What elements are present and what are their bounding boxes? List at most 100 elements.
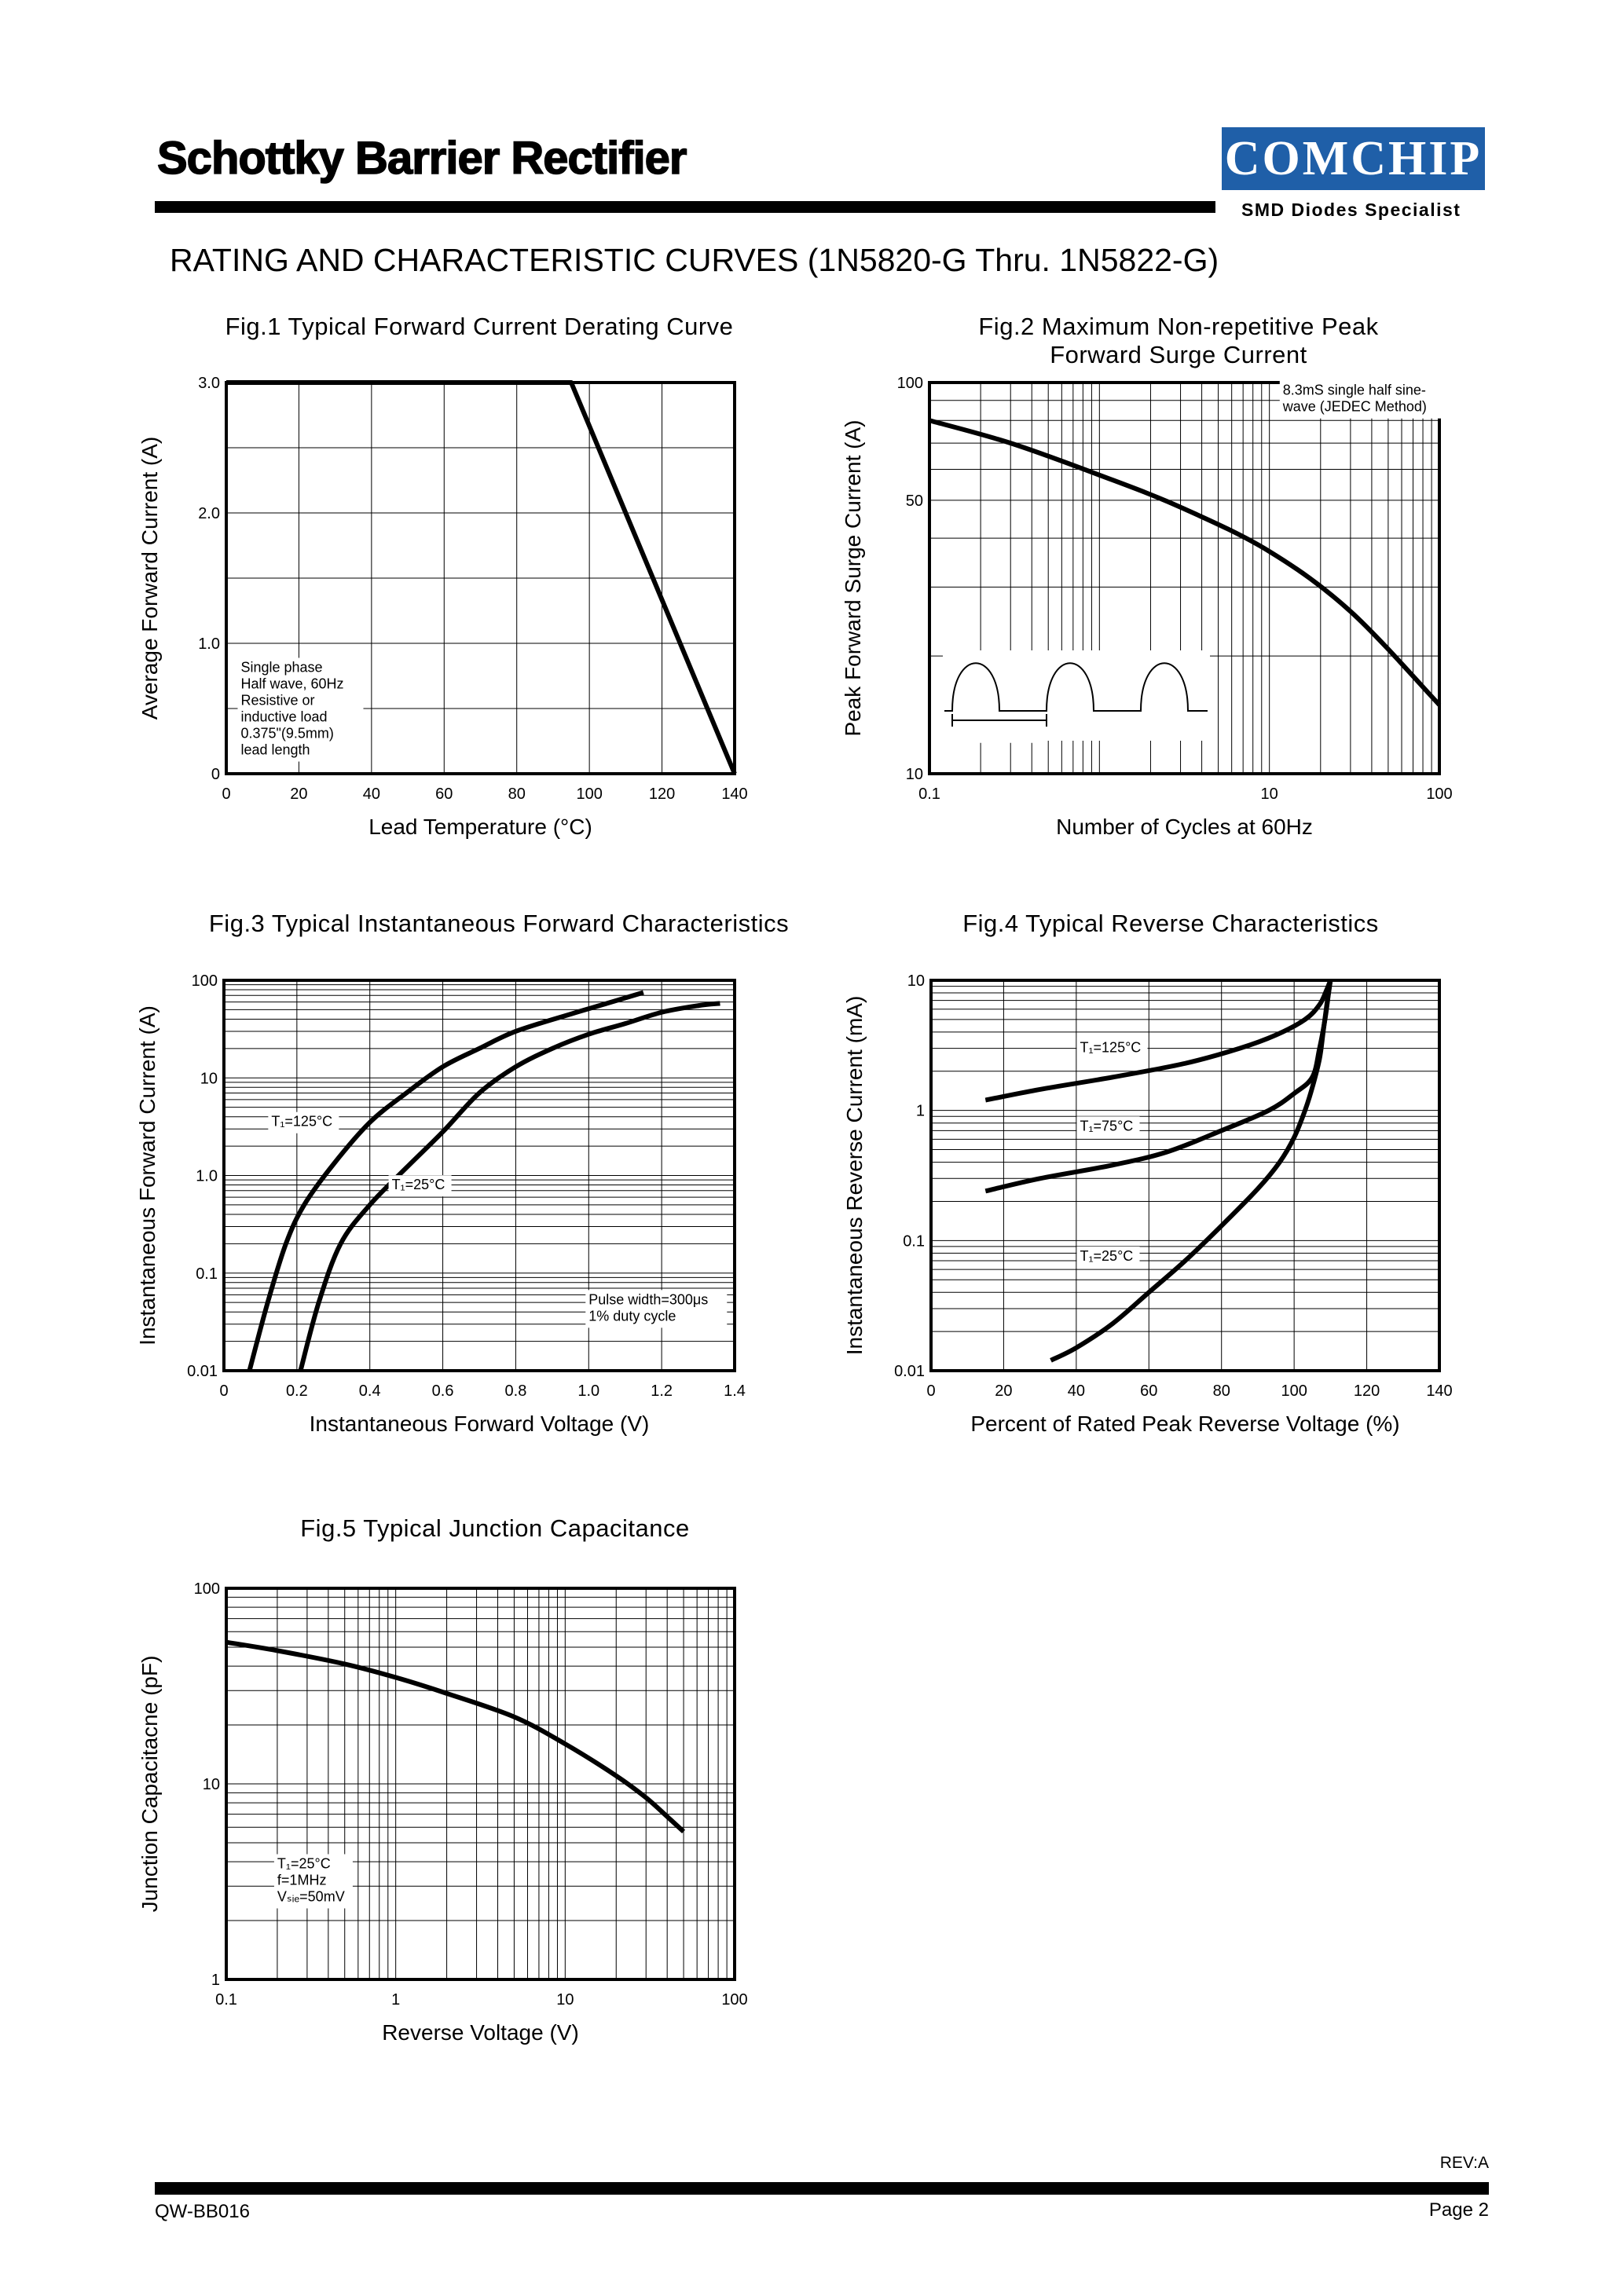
fig5-ylabel: Junction Capacitacne (pF) — [137, 1656, 162, 1913]
fig5-ytick-label: 10 — [203, 1776, 220, 1793]
fig3-chart: 0 0.2 0.4 0.6 0.8 1.0 1.2 1.4 0.01 0.1 1.0 10 100 Ins… — [135, 972, 746, 1436]
fig1-xtick-label: 0 — [222, 785, 230, 803]
fig4-series-0 — [984, 979, 1333, 1103]
revision: REV:A — [1439, 2154, 1489, 2172]
fig1-annotation-line: 0.375"(9.5mm) — [240, 726, 333, 742]
fig4-series-2 — [1050, 980, 1333, 1363]
fig1-xtick-label: 100 — [576, 785, 602, 803]
fig5-annotation-line: Vₛᵢₑ=50mV — [277, 1889, 345, 1905]
fig4-chart: 0 20 40 60 80 100 120 140 0.01 0.1 1 10 Percent of R… — [842, 972, 1453, 1436]
fig3-series-0 — [247, 990, 644, 1371]
fig2-xtick-label: 100 — [1426, 785, 1452, 803]
fig4-annotation-line: T₁=125°C — [1080, 1040, 1141, 1056]
fig2-annotation-line: 8.3mS single half sine- — [1283, 383, 1426, 398]
fig4-xtick-label: 60 — [1140, 1382, 1157, 1400]
fig3-annotation-0: T₁=125°C — [271, 1114, 332, 1130]
fig4-annotation-1: T₁=75°C — [1080, 1118, 1133, 1133]
fig4-ytick-label: 0.1 — [903, 1232, 925, 1250]
fig1-xtick-label: 80 — [508, 785, 526, 803]
fig2-annotation-bg — [1279, 380, 1468, 419]
fig4-annotation-bg — [1076, 1038, 1148, 1060]
fig3-xtick-label: 0.4 — [359, 1382, 381, 1400]
fig1-xtick-label: 20 — [290, 785, 307, 803]
fig3-xtick-label: 1.2 — [651, 1382, 673, 1400]
fig3-annotation-bg — [268, 1111, 339, 1133]
fig2-title: Fig.2 Maximum Non-repetitive Peak Forwar… — [978, 313, 1379, 368]
fig5-annotation-line: T₁=25°C — [277, 1856, 331, 1872]
fig5-xtick-label: 100 — [721, 1991, 747, 2009]
fig4-ytick-label: 1 — [916, 1103, 925, 1120]
fig5-series-0 — [225, 1639, 686, 1834]
fig4-xtick-label: 100 — [1281, 1382, 1307, 1400]
fig1-xlabel: Lead Temperature (°C) — [368, 815, 592, 839]
fig4-annotation-bg — [1076, 1246, 1140, 1268]
fig3-ytick-label: 0.01 — [187, 1363, 218, 1380]
fig2-series-0 — [929, 418, 1442, 707]
fig4-xtick-label: 40 — [1068, 1382, 1085, 1400]
fig3-xtick-label: 0.2 — [286, 1382, 308, 1400]
fig4-xtick-label: 80 — [1213, 1382, 1230, 1400]
fig3-ytick-label: 10 — [200, 1070, 218, 1087]
fig5-chart: 0.1 1 10 100 1 10 100 Reverse Voltage (V) Juncti… — [137, 1580, 748, 2045]
fig5-annotation-line: f=1MHz — [277, 1873, 327, 1888]
fig3-ytick-label: 100 — [192, 972, 218, 990]
fig4-title: Fig.4 Typical Reverse Characteristics — [962, 910, 1379, 937]
fig3-ytick-label: 1.0 — [196, 1168, 218, 1185]
fig1-xtick-label: 60 — [435, 785, 453, 803]
fig4-ylabel: Instantaneous Reverse Current (mA) — [842, 996, 867, 1356]
fig3-xtick-label: 0 — [219, 1382, 228, 1400]
fig5-ytick-label: 100 — [194, 1580, 220, 1598]
logo-text: COMCHIP — [1224, 131, 1483, 185]
fig3-ytick-label: 0.1 — [196, 1265, 218, 1283]
logo-tagline: SMD Diodes Specialist — [1241, 200, 1461, 220]
comchip-logo: COMCHIP — [1222, 127, 1485, 190]
fig4-annotation-line: T₁=25°C — [1080, 1248, 1133, 1264]
document-title: Schottky Barrier Rectifier — [156, 132, 687, 185]
fig3-annotation-line: 1% duty cycle — [588, 1308, 676, 1324]
fig5-xtick-label: 1 — [391, 1991, 400, 2009]
fig4-xlabel: Percent of Rated Peak Reverse Voltage (%… — [970, 1412, 1399, 1436]
fig3-series-1 — [298, 1001, 720, 1371]
fig3-xtick-label: 1.0 — [577, 1382, 599, 1400]
fig2-annotation-0: 8.3mS single half sine-wave (JEDEC Metho… — [1282, 383, 1427, 415]
fig4-xtick-label: 140 — [1426, 1382, 1452, 1400]
fig2-ytick-label: 10 — [906, 766, 923, 783]
fig5-annotation-0: T₁=25°C f=1MHz Vₛᵢₑ=50mV — [277, 1856, 345, 1905]
fig1-ytick-label: 3.0 — [198, 375, 220, 392]
fig3-annotation-line: Pulse width=300μs — [588, 1291, 708, 1307]
fig2-waveform — [944, 662, 1208, 712]
fig3-annotation-line: T₁=25°C — [392, 1177, 445, 1192]
fig1-annotation-line: Single phase — [240, 660, 322, 676]
fig2-xlabel: Number of Cycles at 60Hz — [1056, 815, 1313, 839]
fig4-annotation-line: T₁=75°C — [1080, 1118, 1133, 1133]
fig3-annotation-1: T₁=25°C — [392, 1177, 445, 1192]
fig4-annotation-2: T₁=25°C — [1080, 1248, 1133, 1264]
fig3-frame — [222, 979, 736, 1372]
fig1-chart: 0 20 40 60 80 100 120 140 0 1.0 2.0 3.0 Lead Tempera… — [137, 375, 748, 839]
fig2-xtick-label: 10 — [1261, 785, 1278, 803]
fig3-xtick-label: 0.6 — [432, 1382, 454, 1400]
fig3-xtick-label: 1.4 — [724, 1382, 746, 1400]
fig5-xtick-label: 10 — [556, 1991, 574, 2009]
title-rule — [155, 201, 1215, 213]
fig4-xtick-label: 20 — [995, 1382, 1012, 1400]
page-number: Page 2 — [1428, 2199, 1489, 2221]
fig4-xtick-label: 0 — [926, 1382, 935, 1400]
fig2-annotation-line: wave (JEDEC Method) — [1282, 399, 1427, 415]
fig1-annotation-line: lead length — [240, 742, 310, 758]
fig3-annotation-line: T₁=125°C — [271, 1114, 332, 1130]
fig3-annotation-bg — [585, 1290, 728, 1328]
fig3-xtick-label: 0.8 — [505, 1382, 527, 1400]
fig1-annotation-line: inductive load — [240, 709, 327, 725]
fig4-frame — [929, 979, 1441, 1372]
fig3-ylabel: Instantaneous Forward Current (A) — [135, 1005, 159, 1346]
fig2-frame — [928, 381, 1441, 775]
document-number: QW-BB016 — [155, 2201, 250, 2222]
fig2-chart: 0.1 10 100 10 50 100 Number of Cycles at 60Hz P… — [841, 375, 1468, 839]
fig1-xtick-label: 140 — [721, 785, 747, 803]
fig1-annotation-line: Resistive or — [240, 693, 314, 709]
fig3-annotation-2: Pulse width=300μs 1% duty cycle — [588, 1291, 708, 1324]
fig1-series-0 — [226, 380, 737, 775]
page-subtitle: RATING AND CHARACTERISTIC CURVES (1N5820… — [170, 242, 1219, 278]
